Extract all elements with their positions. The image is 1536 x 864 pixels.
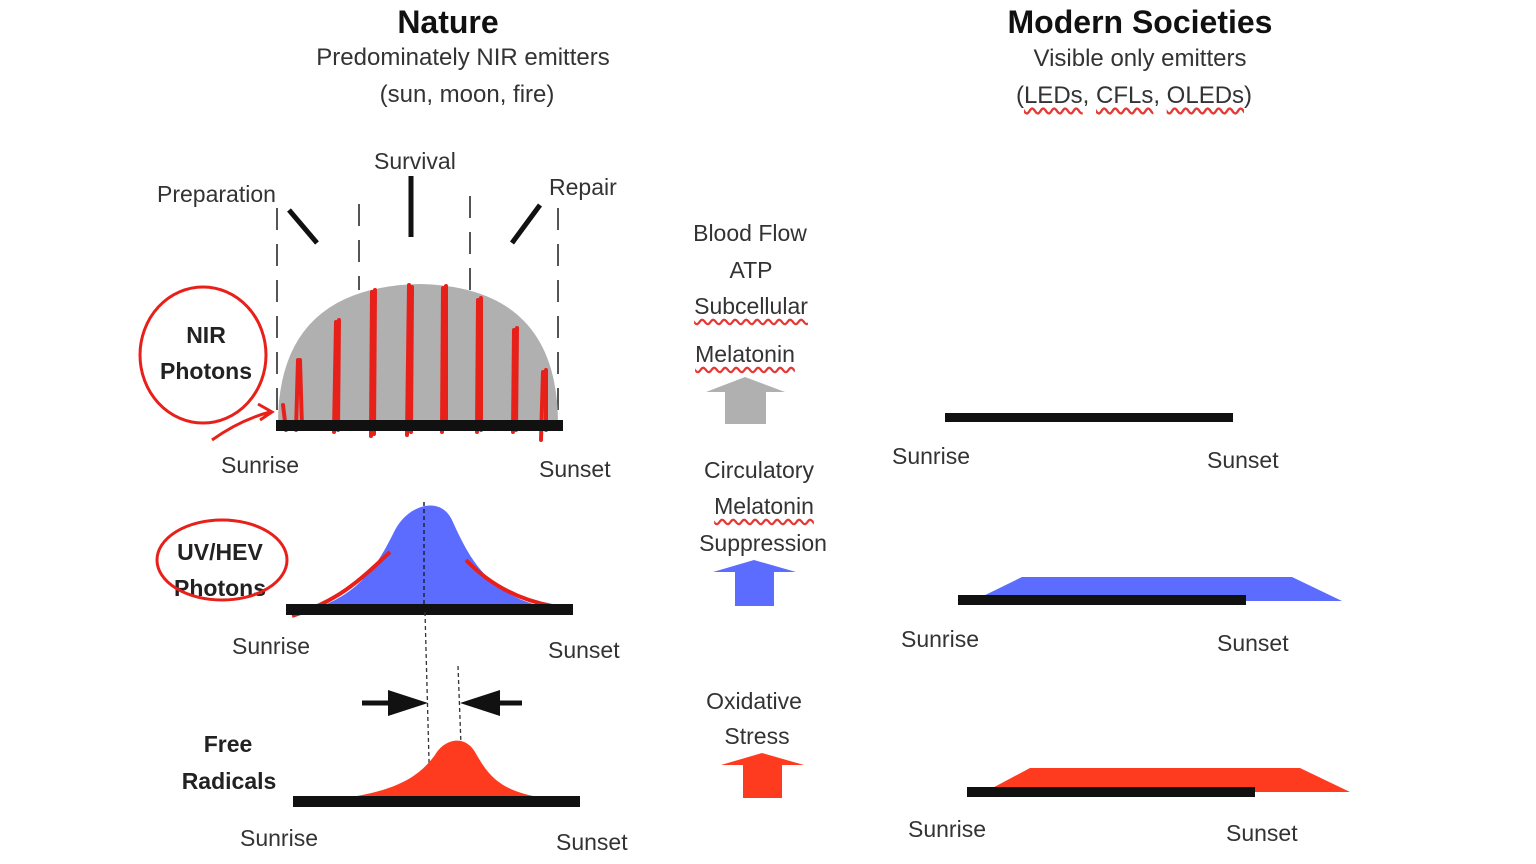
modern-r1-sunrise: Sunrise <box>892 443 970 469</box>
nir-pointer-annotation <box>211 402 275 442</box>
source-cfls: CFLs <box>1095 82 1154 109</box>
modern-fr-plateau <box>985 768 1350 792</box>
modern-r2-baseline <box>958 595 1246 605</box>
phase-survival: Survival <box>374 148 456 174</box>
uv-sunset: Sunset <box>548 637 620 663</box>
free-radicals-label: Free <box>203 731 253 757</box>
effect-oxidative: Oxidative <box>706 688 802 714</box>
fr-sunrise: Sunrise <box>240 825 318 851</box>
effect-atp: ATP <box>729 257 773 283</box>
nir-circle-annotation <box>138 285 268 425</box>
modern-subtitle: Visible only emitters <box>1033 45 1247 72</box>
arrow-blue-up <box>713 560 796 606</box>
modern-r1-sunset: Sunset <box>1207 447 1279 473</box>
effect-melatonin-2: Melatonin <box>714 493 814 519</box>
free-radicals-label-line2: Radicals <box>181 768 277 794</box>
uv-baseline <box>286 604 573 615</box>
modern-r2-sunset: Sunset <box>1217 630 1289 656</box>
modern-r3-sunset: Sunset <box>1226 820 1298 846</box>
uv-sunrise: Sunrise <box>232 633 310 659</box>
nir-dome <box>278 284 558 424</box>
nature-subtitle-sources: (sun, moon, fire) <box>379 81 555 108</box>
source-leds: LEDs <box>1023 82 1083 109</box>
modern-r3-baseline <box>967 787 1255 797</box>
modern-r2-sunrise: Sunrise <box>901 626 979 652</box>
nir-annotation-strokes <box>281 283 548 442</box>
nature-title: Nature <box>397 4 499 40</box>
arrow-red-up <box>721 753 804 798</box>
effect-circulatory: Circulatory <box>704 457 814 483</box>
fr-baseline <box>293 796 580 807</box>
phase-preparation: Preparation <box>157 181 276 207</box>
effect-suppression: Suppression <box>699 530 827 556</box>
nir-baseline <box>276 420 563 431</box>
source-oleds: OLEDs <box>1166 82 1245 109</box>
nir-sunrise: Sunrise <box>221 452 299 478</box>
uv-annotation-right <box>464 558 553 608</box>
fr-sunset: Sunset <box>556 829 628 855</box>
nir-label: NIR <box>186 322 226 348</box>
guide-line-right <box>457 665 464 799</box>
modern-r3-sunrise: Sunrise <box>908 816 986 842</box>
repair-tick <box>509 203 543 245</box>
narrowing-arrows <box>362 690 522 716</box>
effect-melatonin: Melatonin <box>695 341 795 367</box>
effect-stress: Stress <box>724 723 790 749</box>
free-radicals-peak <box>345 740 545 798</box>
modern-title: Modern Societies <box>1007 4 1273 40</box>
nir-sunset: Sunset <box>539 456 611 482</box>
arrow-gray-up <box>706 377 785 424</box>
phase-repair: Repair <box>549 174 617 200</box>
phase-dividers <box>276 196 559 420</box>
uv-label: UV/HEV <box>177 539 263 565</box>
preparation-tick <box>287 208 319 245</box>
effect-blood-flow: Blood Flow <box>693 220 807 246</box>
modern-r1-baseline <box>945 413 1233 422</box>
uv-circle-annotation <box>155 518 289 602</box>
nature-subtitle: Predominately NIR emitters <box>316 44 610 71</box>
nir-label-photons: Photons <box>160 358 252 384</box>
modern-subtitle-sources: (LEDs, CFLs, OLEDs) <box>1015 82 1253 109</box>
effect-subcellular: Subcellular <box>694 293 808 319</box>
